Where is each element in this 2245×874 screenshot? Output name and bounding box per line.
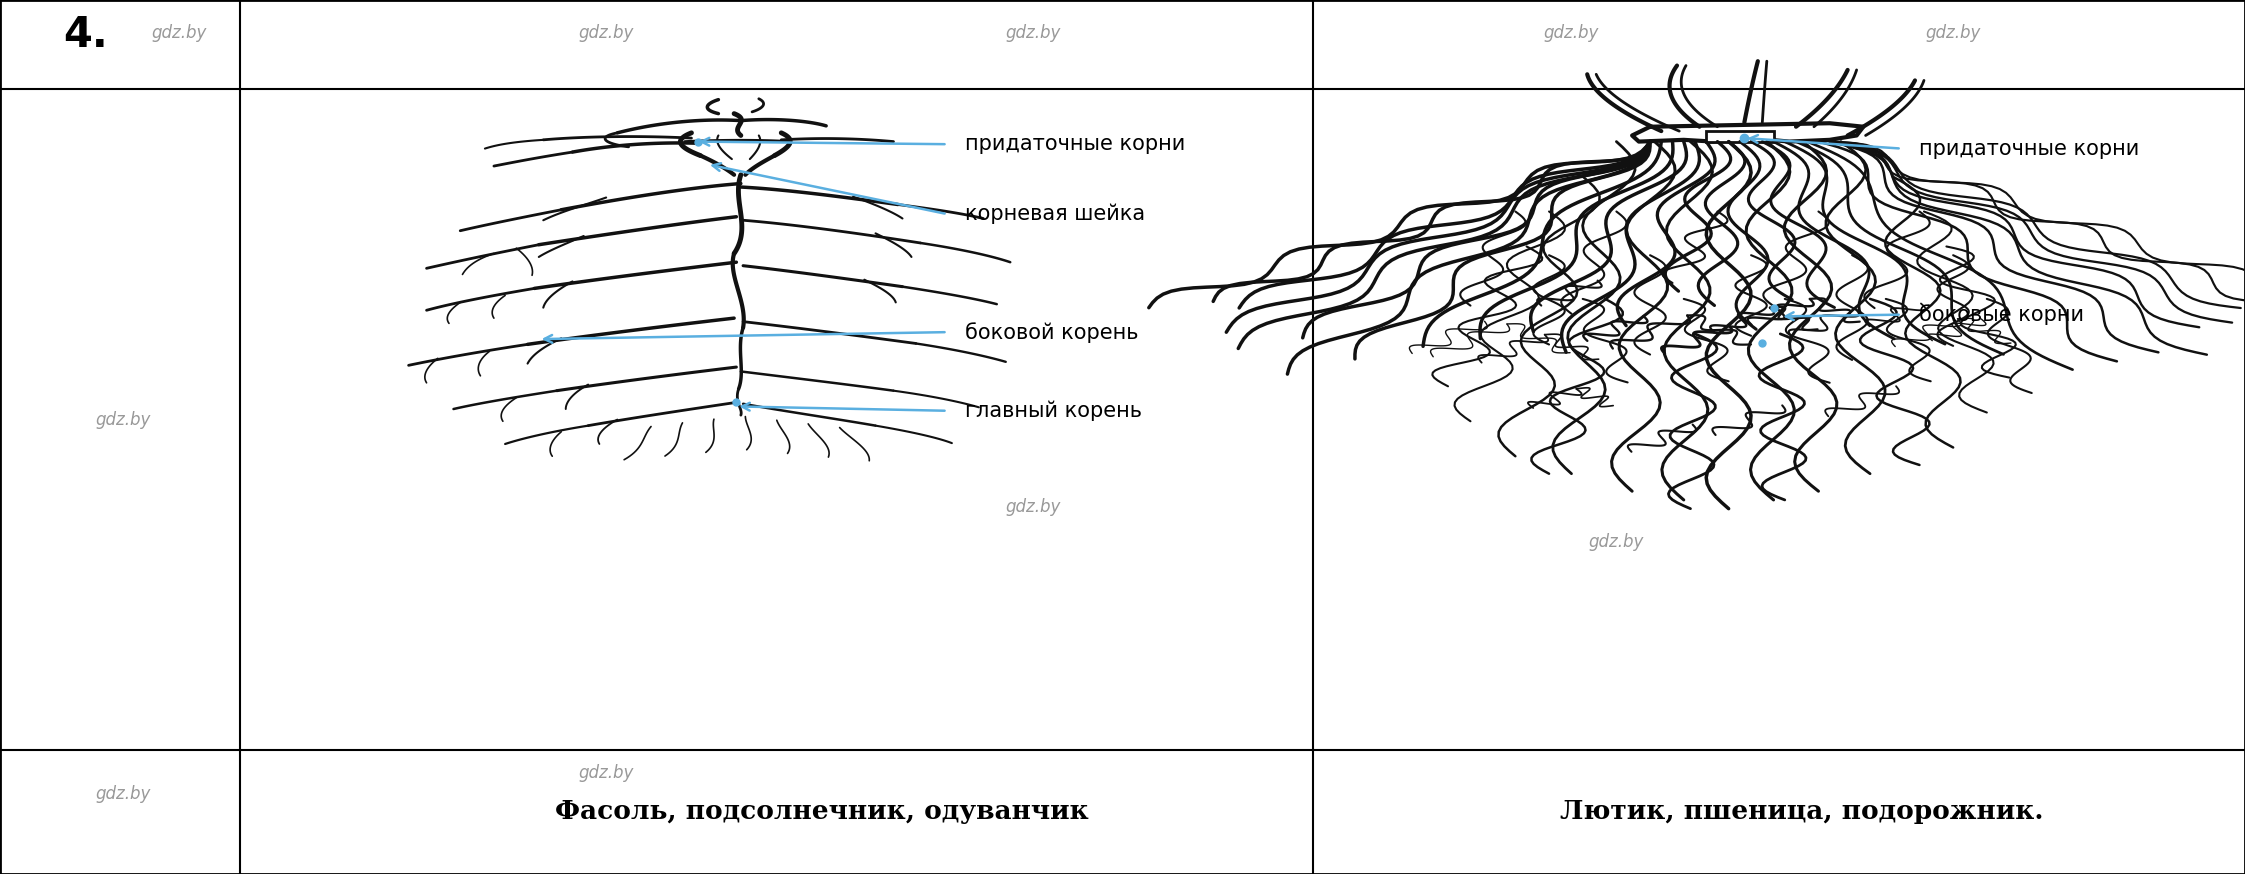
Text: gdz.by: gdz.by xyxy=(1006,498,1060,516)
Text: 4.: 4. xyxy=(63,14,108,56)
Text: Фасоль, подсолнечник, одуванчик: Фасоль, подсолнечник, одуванчик xyxy=(555,799,1089,823)
Text: придаточные корни: придаточные корни xyxy=(965,135,1185,154)
Text: gdz.by: gdz.by xyxy=(579,24,633,42)
Text: gdz.by: gdz.by xyxy=(97,411,150,428)
Text: gdz.by: gdz.by xyxy=(97,785,150,802)
Text: gdz.by: gdz.by xyxy=(1589,533,1643,551)
Text: главный корень: главный корень xyxy=(965,400,1143,421)
Text: придаточные корни: придаточные корни xyxy=(1919,139,2139,158)
Text: gdz.by: gdz.by xyxy=(153,24,207,42)
Text: gdz.by: gdz.by xyxy=(579,765,633,782)
Text: боковой корень: боковой корень xyxy=(965,322,1138,343)
Text: боковые корни: боковые корни xyxy=(1919,304,2083,325)
Text: gdz.by: gdz.by xyxy=(1545,24,1598,42)
Text: gdz.by: gdz.by xyxy=(1006,24,1060,42)
Text: Лютик, пшеница, подорожник.: Лютик, пшеница, подорожник. xyxy=(1560,799,2043,823)
Text: gdz.by: gdz.by xyxy=(1926,24,1980,42)
Bar xyxy=(1706,131,1774,142)
Text: корневая шейка: корневая шейка xyxy=(965,204,1145,225)
